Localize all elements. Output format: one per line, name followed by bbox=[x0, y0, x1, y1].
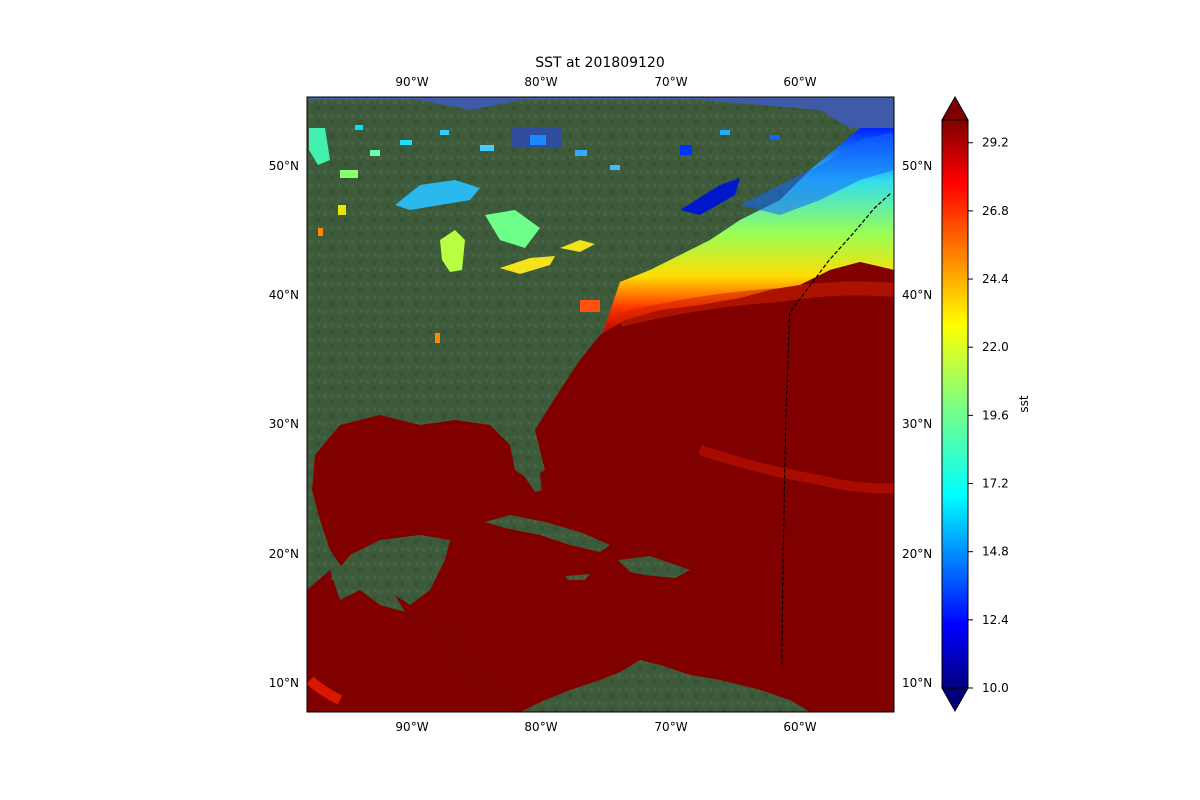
colorbar-tick-label: 29.2 bbox=[982, 136, 1009, 150]
colorbar-tick-label: 17.2 bbox=[982, 477, 1009, 491]
lat-label-right: 50°N bbox=[902, 159, 932, 173]
right-lat-labels: 50°N 40°N 30°N 20°N 10°N bbox=[902, 159, 932, 690]
northern-sea-imagery bbox=[307, 97, 894, 130]
colorbar-min-extend bbox=[941, 687, 969, 713]
lat-label-left: 10°N bbox=[269, 676, 299, 690]
lat-label-right: 10°N bbox=[902, 676, 932, 690]
lon-label-top: 60°W bbox=[783, 75, 816, 89]
lake-erie bbox=[500, 256, 555, 274]
top-lon-labels: 90°W 80°W 70°W 60°W bbox=[395, 75, 816, 89]
colorbar-tick-label: 22.0 bbox=[982, 340, 1009, 354]
st-lawrence-estuary bbox=[680, 178, 740, 215]
storm-track bbox=[781, 193, 891, 667]
lat-label-right: 40°N bbox=[902, 288, 932, 302]
figure-title: SST at 201809120 bbox=[535, 55, 664, 71]
jamaica bbox=[565, 574, 590, 580]
map-frame bbox=[306, 96, 895, 713]
lon-label-top: 90°W bbox=[395, 75, 428, 89]
lat-label-right: 20°N bbox=[902, 547, 932, 561]
lon-label-bottom: 90°W bbox=[395, 720, 428, 734]
colorbar-tick-label: 24.4 bbox=[982, 272, 1009, 286]
lat-label-right: 30°N bbox=[902, 417, 932, 431]
hispaniola bbox=[618, 556, 690, 578]
bottom-lon-labels: 90°W 80°W 70°W 60°W bbox=[395, 720, 816, 734]
south-america bbox=[590, 665, 810, 712]
colorbar-tick-label: 12.4 bbox=[982, 613, 1009, 627]
colorbar-max-extend bbox=[941, 95, 969, 121]
left-lat-labels: 50°N 40°N 30°N 20°N 10°N bbox=[269, 159, 299, 690]
colorbar: 29.2 26.8 24.4 22.0 19.6 17.2 14.8 12.4 10.0 sst bbox=[941, 95, 1031, 713]
yucatan bbox=[330, 535, 450, 605]
florida bbox=[510, 445, 542, 492]
sst-cold-tongue bbox=[740, 132, 894, 215]
lon-label-bottom: 70°W bbox=[654, 720, 687, 734]
lat-label-left: 30°N bbox=[269, 417, 299, 431]
colorbar-ticks: 29.2 26.8 24.4 22.0 19.6 17.2 14.8 12.4 10.0 bbox=[968, 136, 1009, 695]
lake-ontario bbox=[560, 240, 595, 252]
map-panel bbox=[307, 97, 894, 712]
warm-atlantic-gulf-sst bbox=[312, 262, 894, 712]
colorbar-tick-label: 10.0 bbox=[982, 681, 1009, 695]
lon-label-bottom: 60°W bbox=[783, 720, 816, 734]
lake-superior bbox=[395, 180, 480, 210]
colorbar-label: sst bbox=[1017, 395, 1031, 413]
colorbar-gradient bbox=[941, 119, 969, 689]
lat-label-left: 20°N bbox=[269, 547, 299, 561]
eastern-pacific-sst bbox=[307, 570, 505, 712]
colorbar-tick-label: 26.8 bbox=[982, 204, 1009, 218]
lat-label-left: 50°N bbox=[269, 159, 299, 173]
lake-huron bbox=[485, 210, 540, 248]
canadian-lakes bbox=[309, 125, 780, 343]
lon-label-top: 70°W bbox=[654, 75, 687, 89]
lon-label-bottom: 80°W bbox=[524, 720, 557, 734]
colorbar-tick-label: 19.6 bbox=[982, 408, 1009, 422]
cuba bbox=[485, 515, 610, 552]
lat-label-left: 40°N bbox=[269, 288, 299, 302]
lake-michigan bbox=[440, 230, 465, 272]
colorbar-tick-label: 14.8 bbox=[982, 545, 1009, 559]
lon-label-top: 80°W bbox=[524, 75, 557, 89]
